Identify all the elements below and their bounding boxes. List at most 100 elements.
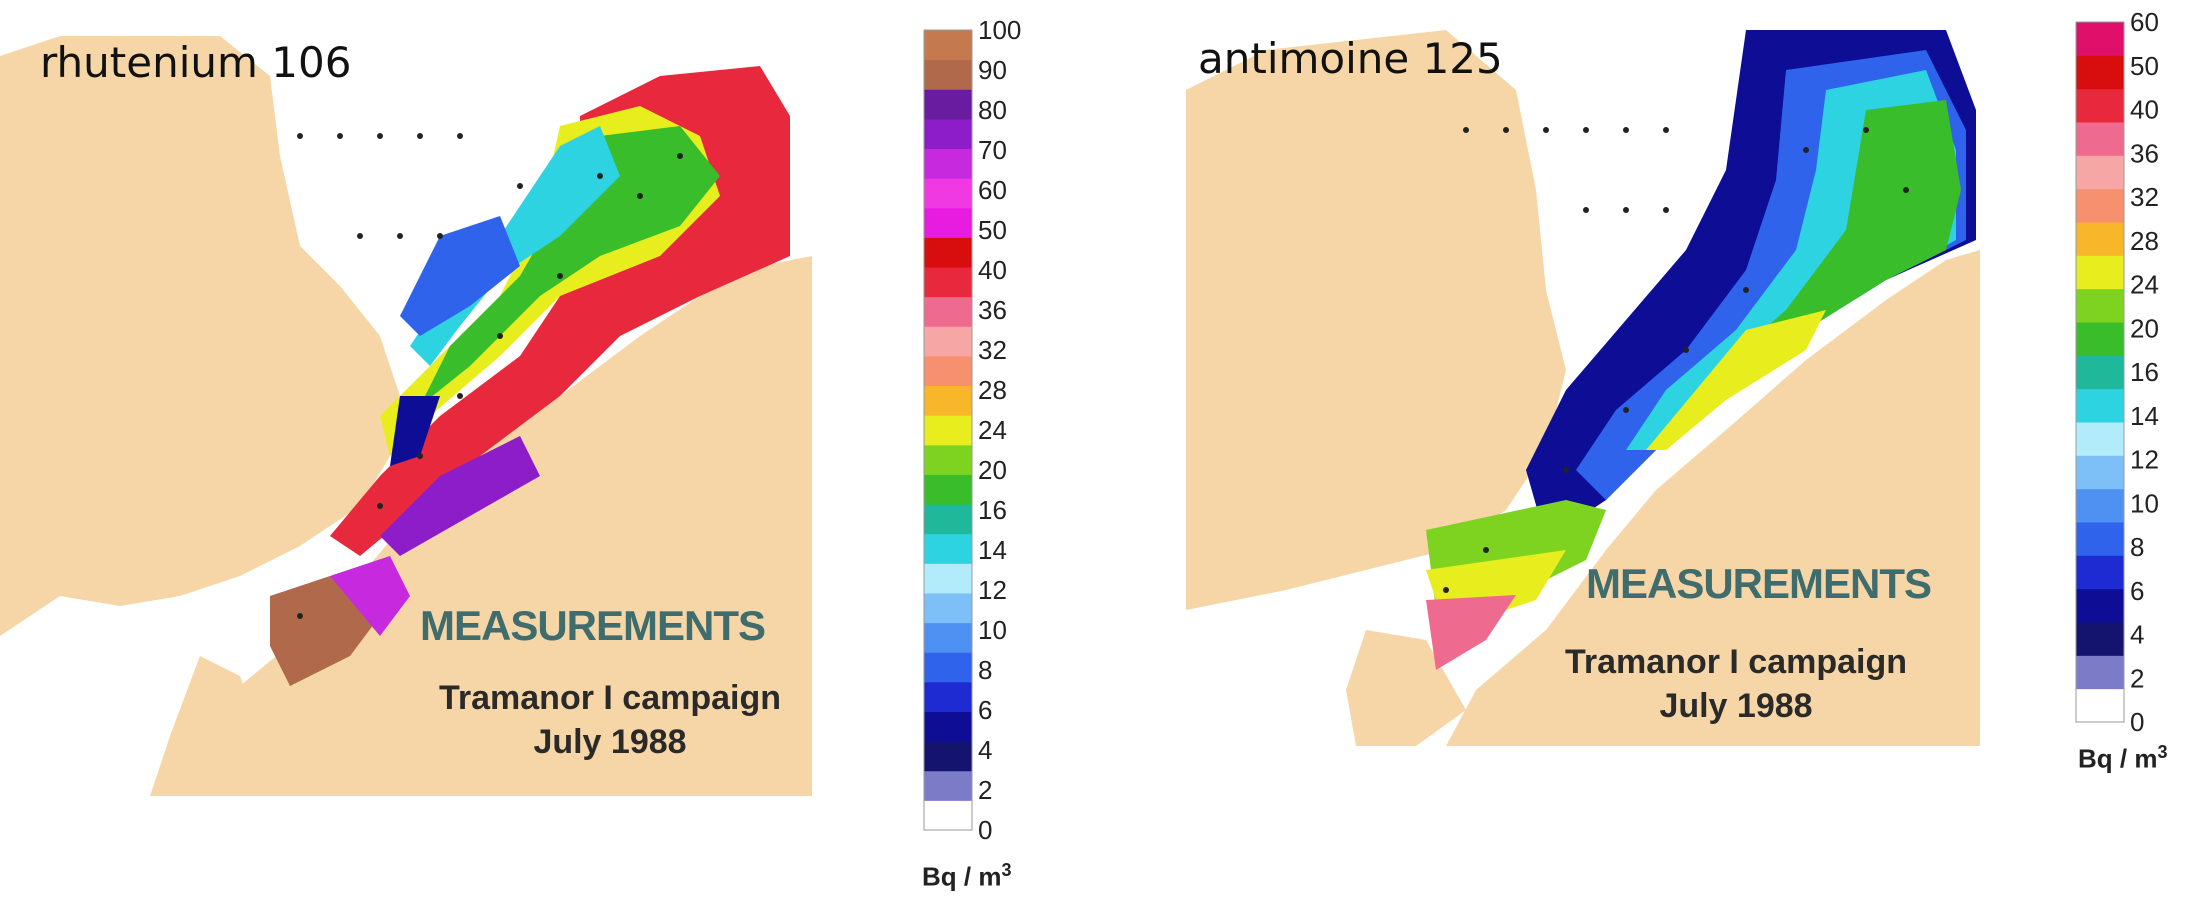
legend-color-band [2076,322,2124,356]
legend-tick-label: 10 [978,615,1007,645]
legend-tick-label: 4 [978,735,992,765]
legend-color-band [924,89,972,120]
legend-color-band [2076,155,2124,190]
legend-tick-label: 10 [2130,488,2159,518]
legend-color-band [924,504,972,535]
legend-tick-label: 60 [978,175,1007,205]
legend-color-band [924,533,972,564]
legend-color-band [924,148,972,179]
legend-color-band [2076,455,2124,490]
legend-tick-label: 20 [2130,313,2159,343]
legend-color-band [924,622,972,653]
antimony-map-image [1186,30,1980,746]
legend-color-band [924,563,972,594]
legend-color-band [2076,288,2124,323]
legend-tick-label: 20 [978,455,1007,485]
campaign-caption: Tramanor I campaign July 1988 [430,676,790,764]
legend-color-band [2076,688,2124,723]
map-panel-ruthenium: rhutenium 106 MEASUREMENTS Tramanor I ca… [0,36,812,796]
campaign-name: Tramanor I campaign [439,679,781,717]
ruthenium-map-image [0,36,812,796]
map-panel-antimony: antimoine 125 MEASUREMENTS Tramanor I ca… [1186,30,1980,746]
legend-tick-label: 16 [2130,357,2159,387]
legend-color-band [924,30,972,61]
legend-tick-label: 80 [978,95,1007,125]
legend-color-band [924,207,972,238]
legend-tick-label: 12 [978,575,1007,605]
legend-color-band [2076,488,2124,523]
legend-color-band [2076,88,2124,123]
legend-tick-label: 2 [978,775,992,805]
legend-tick-label: 40 [978,255,1007,285]
legend-color-band [924,741,972,772]
legend-color-band [2076,555,2124,590]
legend-color-band [924,711,972,742]
legend-color-band [924,770,972,801]
legend-tick-label: 50 [978,215,1007,245]
legend-color-band [2076,622,2124,656]
legend-color-band [924,237,972,268]
legend-tick-label: 32 [2130,182,2159,212]
legend-color-band [924,178,972,209]
legend-color-band [924,296,972,327]
legend-color-band [2076,22,2124,56]
legend-tick-label: 28 [978,375,1007,405]
legend-color-band [924,385,972,416]
legend-color-band [2076,655,2124,690]
legend-color-band [924,326,972,357]
legend-color-band [2076,355,2124,390]
legend-color-band [924,681,972,712]
campaign-caption: Tramanor I campaign July 1988 [1526,640,1946,728]
legend-color-band [924,800,972,831]
legend-tick-label: 0 [2130,707,2144,737]
unit-superscript: 3 [2157,742,2168,762]
legend-color-band [2076,222,2124,256]
legend-tick-label: 70 [978,135,1007,165]
legend-tick-label: 28 [2130,226,2159,256]
legend-color-band [2076,588,2124,623]
unit-text: Bq / m [2078,743,2158,774]
legend-tick-label: 32 [978,335,1007,365]
measurements-label: MEASUREMENTS [1586,560,1932,607]
legend-color-band [924,592,972,624]
legend-frame [2075,21,2125,723]
legend-color-band [924,474,972,505]
legend-color-band [2076,188,2124,223]
legend-tick-label: 0 [978,815,992,845]
legend-color-band [2076,422,2124,456]
unit-text: Bq / m [922,861,1002,892]
legend-color-band [924,267,972,298]
legend-tick-label: 14 [978,535,1007,565]
map-title: rhutenium 106 [40,38,352,87]
legend-tick-label: 40 [2130,95,2159,125]
legend-tick-label: 24 [2130,270,2159,300]
legend-tick-label: 4 [2130,620,2144,650]
legend-tick-label: 14 [2130,401,2159,431]
legend-tick-label: 16 [978,495,1007,525]
legend-tick-label: 90 [978,55,1007,85]
legend-color-band [924,355,972,387]
legend-tick-label: 36 [2130,138,2159,168]
legend-color-band [924,444,972,475]
legend-color-band [2076,522,2124,556]
legend-ruthenium: 0 2 4 6 8 10 12 14 16 20 24 28 32 36 40 50 60 70 80 90 100 [920,15,1040,852]
legend-tick-label: 6 [978,695,992,725]
legend-frame [923,29,973,831]
campaign-date: July 1988 [533,723,687,761]
legend-color-band [924,118,972,150]
legend-unit-antimony: Bq / m3 [2078,742,2167,775]
legend-color-band [2076,255,2124,290]
legend-tick-label: 6 [2130,576,2144,606]
legend-tick-label: 2 [2130,663,2144,693]
legend-color-band [2076,122,2124,156]
legend-color-band [924,59,972,90]
legend-color-band [2076,388,2124,423]
legend-tick-label: 60 [2130,7,2159,37]
legend-color-band [2076,55,2124,90]
legend-tick-label: 36 [978,295,1007,325]
legend-color-band [924,652,972,683]
measurements-label: MEASUREMENTS [420,602,766,649]
campaign-name: Tramanor I campaign [1565,643,1907,681]
